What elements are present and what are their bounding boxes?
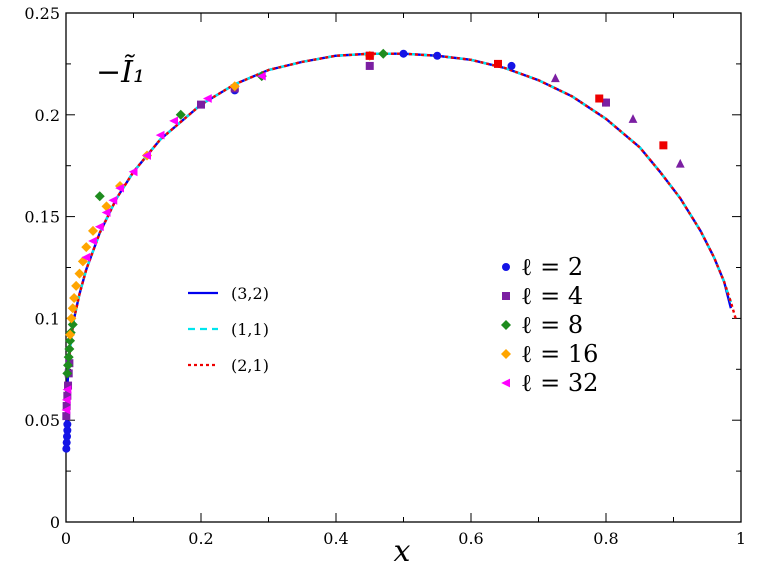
data-point bbox=[675, 158, 685, 168]
legend-marker-swatch bbox=[501, 378, 510, 388]
x-tick-label: 0.4 bbox=[323, 529, 348, 548]
y-tick-label: 0 bbox=[50, 513, 60, 532]
tick-labels: 0 0.2 0.4 0.6 0.8 1 0 0.05 0.1 0.15 0.2 0.25 bbox=[24, 4, 746, 548]
data-point bbox=[88, 236, 97, 246]
y-tick-label: 0.15 bbox=[24, 208, 60, 227]
data-point bbox=[62, 444, 71, 453]
data-point bbox=[494, 59, 502, 68]
legend-lines: (3,2) (1,1) (2,1) bbox=[188, 284, 269, 375]
data-point bbox=[202, 94, 212, 103]
data-point bbox=[63, 360, 74, 371]
data-point bbox=[115, 183, 124, 193]
data-point bbox=[74, 268, 85, 279]
data-point bbox=[659, 141, 668, 150]
data-point bbox=[378, 48, 389, 59]
data-point bbox=[65, 329, 76, 340]
data-point bbox=[63, 432, 72, 441]
data-point bbox=[64, 381, 73, 390]
annotation-label: −Ĩ₁ bbox=[96, 54, 145, 90]
data-point bbox=[229, 81, 240, 92]
data-point bbox=[602, 98, 610, 107]
data-point bbox=[142, 151, 151, 160]
y-tick-label: 0.2 bbox=[35, 106, 60, 125]
legend-marker-label: ℓ = 2 bbox=[521, 253, 583, 281]
data-point bbox=[66, 313, 77, 324]
legend-marker-label: ℓ = 32 bbox=[521, 369, 598, 397]
data-point bbox=[88, 225, 98, 236]
data-point bbox=[71, 280, 82, 291]
data-point bbox=[62, 368, 73, 379]
data-point bbox=[63, 391, 72, 400]
marker-series bbox=[61, 48, 685, 453]
data-point bbox=[64, 343, 75, 354]
data-point bbox=[108, 195, 118, 205]
legend-marker-swatch bbox=[502, 292, 510, 300]
data-point bbox=[62, 412, 71, 421]
data-point bbox=[175, 109, 186, 120]
data-point bbox=[101, 208, 111, 217]
data-point bbox=[61, 405, 71, 415]
data-point bbox=[365, 61, 374, 70]
data-point bbox=[63, 420, 72, 429]
legend-line-label: (1,1) bbox=[231, 320, 269, 339]
y-tick-label: 0.05 bbox=[24, 411, 60, 430]
legend-line-label: (3,2) bbox=[231, 284, 269, 303]
axis-ticks bbox=[65, 12, 742, 523]
data-point bbox=[67, 303, 78, 314]
x-tick-label: 0.6 bbox=[458, 529, 483, 548]
data-point bbox=[63, 352, 74, 363]
plot-frame bbox=[65, 12, 742, 523]
data-point bbox=[94, 191, 105, 202]
data-point bbox=[433, 51, 442, 60]
legend-markers: ℓ = 2ℓ = 4ℓ = 8ℓ = 16ℓ = 32 bbox=[501, 253, 598, 397]
data-point bbox=[595, 94, 604, 103]
data-point bbox=[81, 252, 91, 262]
line-series-(1,1) bbox=[66, 52, 733, 374]
legend-marker-label: ℓ = 16 bbox=[521, 340, 598, 368]
data-point bbox=[399, 49, 408, 58]
legend-marker-swatch bbox=[501, 320, 511, 330]
data-point bbox=[81, 242, 92, 253]
x-axis-title: x bbox=[394, 534, 411, 565]
line-series-(2,1) bbox=[68, 52, 737, 356]
y-tick-label: 0.25 bbox=[24, 4, 60, 23]
legend-line-label: (2,1) bbox=[231, 356, 269, 375]
plot-area bbox=[65, 12, 742, 523]
data-point bbox=[256, 71, 266, 81]
data-point bbox=[94, 222, 104, 232]
x-tick-label: 1 bbox=[736, 529, 746, 548]
data-point bbox=[550, 73, 560, 83]
data-point bbox=[62, 438, 71, 447]
line-series bbox=[65, 52, 737, 425]
line-series-(3,2) bbox=[65, 52, 733, 425]
legend-marker-label: ℓ = 8 bbox=[521, 311, 583, 339]
data-point bbox=[507, 61, 516, 70]
x-tick-label: 0.2 bbox=[188, 529, 213, 548]
x-tick-label: 0 bbox=[61, 529, 71, 548]
data-point bbox=[169, 116, 178, 126]
data-point bbox=[62, 385, 72, 395]
data-point bbox=[128, 167, 138, 177]
data-point bbox=[62, 401, 71, 410]
legend-marker-label: ℓ = 4 bbox=[521, 282, 583, 310]
data-point bbox=[155, 130, 165, 140]
data-point bbox=[69, 293, 80, 304]
data-point bbox=[63, 426, 72, 435]
data-point bbox=[365, 51, 374, 60]
data-point bbox=[61, 395, 71, 405]
data-point bbox=[65, 335, 76, 346]
data-point bbox=[197, 100, 205, 109]
y-tick-label: 0.1 bbox=[35, 309, 60, 328]
x-tick-label: 0.8 bbox=[593, 529, 618, 548]
legend-marker-swatch bbox=[501, 349, 511, 359]
legend-marker-swatch bbox=[502, 263, 510, 271]
data-point bbox=[628, 114, 638, 123]
